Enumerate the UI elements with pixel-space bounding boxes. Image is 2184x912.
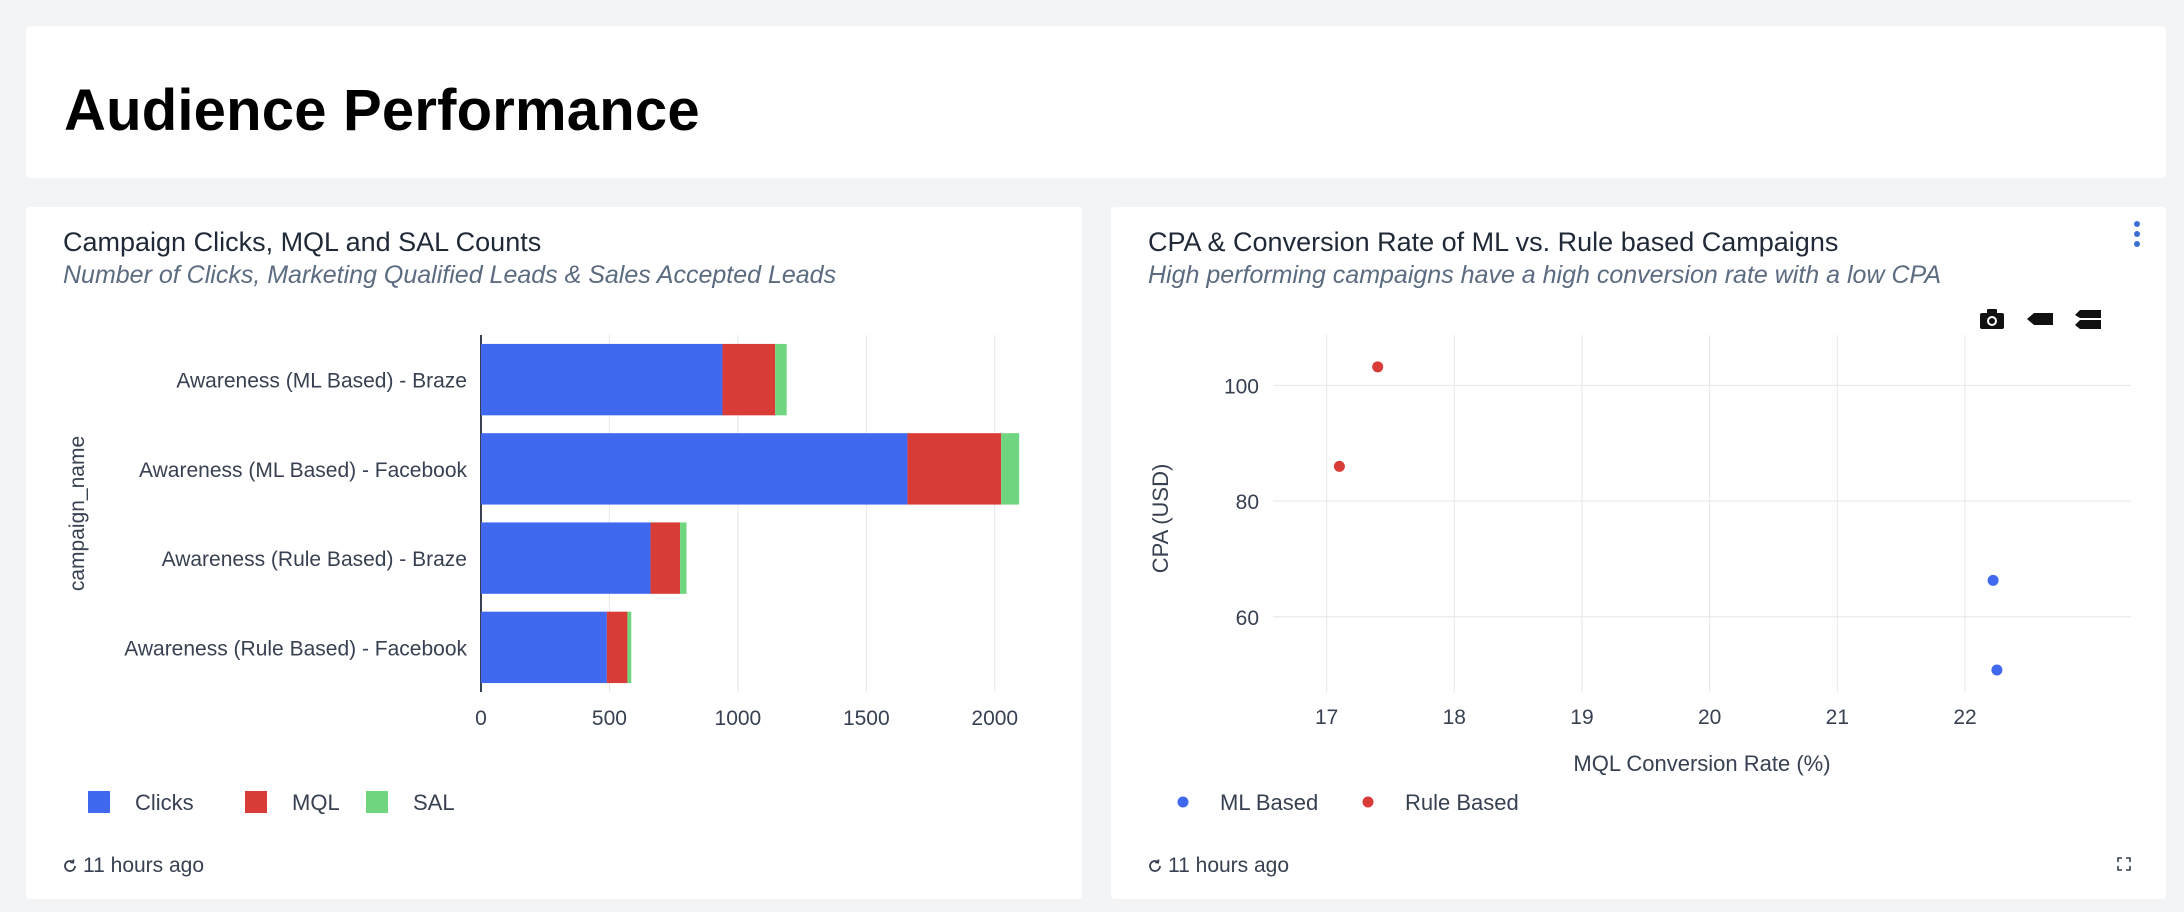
refresh-icon[interactable]: [62, 858, 78, 874]
scatter-point: [1372, 361, 1384, 373]
last-updated-text: 11 hours ago: [83, 854, 205, 877]
y-tick-label: 80: [1236, 491, 1259, 514]
last-updated-text: 11 hours ago: [1168, 854, 1290, 877]
bar-segment: [481, 611, 607, 684]
x-tick-label: 22: [1953, 706, 1976, 729]
y-axis-label: campaign_name: [66, 436, 89, 591]
legend-swatch: [366, 791, 388, 813]
scatter-chart-card: CPA & Conversion Rate of ML vs. Rule bas…: [1111, 207, 2166, 899]
x-tick-label: 0: [475, 707, 487, 730]
legend-marker: [1177, 796, 1189, 808]
y-tick-label: Awareness (Rule Based) - Facebook: [124, 637, 467, 660]
x-tick-label: 19: [1570, 706, 1593, 729]
bar-segment: [627, 611, 632, 684]
refresh-icon[interactable]: [1147, 858, 1163, 874]
bar-segment: [606, 611, 628, 684]
scatter-chart-footer: 11 hours ago: [1147, 854, 1289, 878]
x-tick-label: 1000: [715, 707, 762, 730]
y-tick-label: Awareness (Rule Based) - Braze: [162, 548, 467, 571]
x-tick-label: 18: [1443, 706, 1466, 729]
x-tick-label: 1500: [843, 707, 890, 730]
y-tick-label: Awareness (ML Based) - Facebook: [139, 459, 467, 482]
x-tick-label: 21: [1826, 706, 1849, 729]
scatter-point: [1987, 574, 1999, 586]
legend-swatch: [88, 791, 110, 813]
scatter-point: [1991, 664, 2003, 676]
scatter-chart: 17 18 19 20 21 22 60 80 100 MQL Conversion Rate (…: [1148, 335, 2131, 815]
bar-chart-subtitle: Number of Clicks, Marketing Qualified Le…: [63, 261, 837, 289]
scatter-chart-subtitle: High performing campaigns have a high co…: [1148, 261, 1941, 289]
y-tick-label: Awareness (ML Based) - Braze: [176, 370, 467, 393]
legend-label: Rule Based: [1405, 790, 1519, 815]
legend-label: Clicks: [135, 790, 194, 815]
bar-segment: [481, 433, 908, 505]
legend-label: ML Based: [1220, 790, 1318, 815]
bar-segment: [775, 343, 787, 416]
y-tick-label: 60: [1236, 607, 1259, 630]
bar-segment: [481, 522, 651, 594]
x-tick-label: 500: [592, 707, 627, 730]
bar-chart: 0 500 1000 1500 2000 Awareness (ML Based) - B…: [66, 335, 1020, 815]
legend-label: SAL: [413, 790, 455, 815]
bar-chart-title: Campaign Clicks, MQL and SAL Counts: [63, 227, 542, 257]
page-title: Audience Performance: [64, 78, 700, 143]
bar-chart-footer: 11 hours ago: [62, 854, 204, 878]
header-card: Audience Performance: [26, 26, 2166, 178]
x-axis-label: MQL Conversion Rate (%): [1573, 751, 1830, 776]
compare-icon[interactable]: [2073, 307, 2103, 331]
bar-segment: [907, 433, 1002, 505]
bar-segment: [1001, 433, 1020, 505]
x-tick-label: 2000: [971, 707, 1018, 730]
more-options-icon[interactable]: [2131, 221, 2143, 255]
legend-label: MQL: [292, 790, 340, 815]
bar-segment: [680, 522, 687, 594]
bar-segment: [650, 522, 681, 594]
x-tick-label: 17: [1315, 706, 1338, 729]
bar-chart-card: Campaign Clicks, MQL and SAL Counts Numb…: [26, 207, 1082, 899]
bar-segment: [722, 343, 776, 416]
chart-toolbar: [1977, 307, 2103, 331]
y-axis-label: CPA (USD): [1148, 464, 1173, 574]
y-tick-label: 100: [1224, 375, 1259, 398]
x-tick-label: 20: [1698, 706, 1721, 729]
tag-icon[interactable]: [2025, 307, 2055, 331]
expand-icon[interactable]: [2116, 856, 2132, 872]
scatter-point: [1333, 460, 1345, 472]
scatter-chart-title: CPA & Conversion Rate of ML vs. Rule bas…: [1148, 227, 1839, 257]
bar-segment: [481, 343, 723, 416]
legend-marker: [1362, 796, 1374, 808]
legend-swatch: [245, 791, 267, 813]
camera-icon[interactable]: [1977, 307, 2007, 331]
